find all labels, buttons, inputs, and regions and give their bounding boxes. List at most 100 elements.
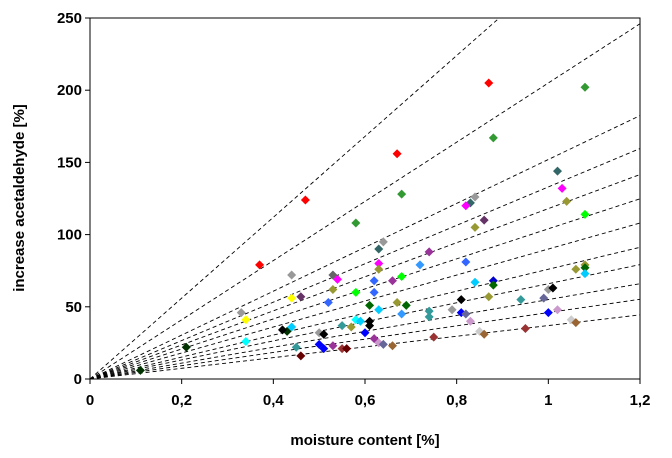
data-point — [571, 318, 581, 328]
data-point — [287, 293, 297, 303]
data-point — [369, 287, 379, 297]
data-point — [397, 271, 407, 281]
data-point — [397, 309, 407, 319]
data-point — [378, 237, 388, 247]
data-point — [562, 196, 572, 206]
trend-line — [89, 246, 641, 380]
y-tick-label: 200 — [57, 82, 82, 99]
data-point — [378, 339, 388, 349]
data-point — [429, 332, 439, 342]
y-axis-ticks: 0 50 100 150 200 250 — [57, 10, 90, 388]
data-point — [539, 293, 549, 303]
data-point — [255, 260, 265, 270]
x-axis-label: moisture content [%] — [290, 432, 439, 449]
data-point — [351, 218, 361, 228]
data-point — [181, 342, 191, 352]
x-tick-label: 0,6 — [355, 392, 376, 409]
data-point — [461, 201, 471, 211]
y-tick-label: 50 — [65, 299, 82, 316]
y-tick-label: 100 — [57, 227, 82, 244]
data-point — [553, 305, 562, 315]
data-point — [369, 276, 379, 286]
data-point — [580, 269, 590, 279]
trend-line — [89, 115, 641, 380]
trend-line — [89, 222, 641, 380]
data-point — [557, 183, 567, 193]
data-point — [470, 192, 480, 202]
data-point — [488, 133, 498, 143]
data-point — [392, 149, 402, 159]
data-point — [424, 306, 434, 316]
x-tick-label: 0,2 — [171, 392, 192, 409]
data-point — [580, 263, 590, 273]
data-point — [543, 308, 553, 318]
y-tick-label: 150 — [57, 154, 82, 171]
data-point — [488, 280, 498, 290]
data-point — [571, 264, 581, 274]
data-point — [374, 305, 384, 315]
data-points — [135, 78, 590, 375]
data-point — [415, 260, 425, 270]
data-point — [461, 309, 471, 319]
data-point — [401, 300, 411, 310]
data-point — [323, 297, 333, 307]
x-axis-ticks: 0 0,2 0,4 0,6 0,8 1 1,2 — [86, 379, 651, 409]
x-tick-label: 1,2 — [630, 392, 651, 409]
x-tick-label: 0 — [86, 392, 94, 409]
data-point — [465, 316, 475, 326]
data-point — [516, 295, 526, 305]
data-point — [328, 284, 338, 294]
trend-line — [89, 148, 641, 380]
y-axis-label: increase acetaldehyde [%] — [11, 104, 28, 292]
data-point — [278, 325, 287, 335]
data-point — [456, 295, 466, 305]
data-point — [337, 344, 347, 354]
data-point — [484, 292, 494, 302]
data-point — [580, 82, 590, 92]
trend-line — [89, 264, 641, 380]
data-point — [553, 166, 562, 176]
data-point — [424, 312, 434, 322]
data-point — [388, 276, 397, 286]
data-point — [461, 257, 471, 267]
data-point — [346, 322, 356, 332]
x-tick-label: 0,4 — [263, 392, 285, 409]
data-point — [319, 329, 329, 339]
data-point — [351, 287, 361, 297]
x-tick-label: 1 — [544, 392, 552, 409]
data-point — [300, 195, 310, 205]
data-point — [374, 264, 384, 274]
data-point — [397, 189, 407, 199]
data-point — [484, 78, 494, 88]
data-point — [241, 315, 251, 325]
data-point — [374, 258, 384, 268]
data-point — [388, 341, 397, 351]
y-tick-label: 0 — [74, 371, 82, 388]
data-point — [479, 329, 489, 339]
trend-line — [89, 283, 641, 380]
data-point — [447, 305, 457, 315]
trend-line — [89, 314, 641, 380]
data-point — [287, 270, 297, 280]
data-point — [392, 297, 402, 307]
data-point — [374, 244, 384, 254]
data-point — [355, 316, 365, 326]
trend-line — [89, 198, 641, 380]
data-point — [236, 308, 246, 318]
data-point — [342, 344, 352, 354]
x-tick-label: 0,8 — [446, 392, 467, 409]
data-point — [291, 342, 301, 352]
data-point — [479, 215, 489, 225]
data-point — [424, 247, 434, 257]
data-point — [287, 322, 297, 332]
data-point — [548, 283, 558, 293]
data-point — [135, 365, 145, 375]
data-point — [241, 336, 251, 346]
data-point — [470, 222, 480, 232]
data-point — [328, 341, 338, 351]
data-point — [319, 344, 329, 354]
data-point — [580, 209, 590, 219]
data-point — [520, 323, 530, 333]
